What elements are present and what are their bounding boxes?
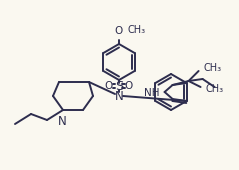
Text: N: N (58, 115, 66, 128)
Text: O: O (125, 81, 133, 91)
Text: N: N (115, 89, 123, 103)
Text: O: O (105, 81, 113, 91)
Text: S: S (115, 80, 123, 92)
Text: CH₃: CH₃ (206, 84, 224, 94)
Text: O: O (115, 27, 123, 37)
Text: CH₃: CH₃ (128, 25, 146, 35)
Text: CH₃: CH₃ (204, 63, 222, 73)
Text: NH: NH (144, 88, 160, 98)
